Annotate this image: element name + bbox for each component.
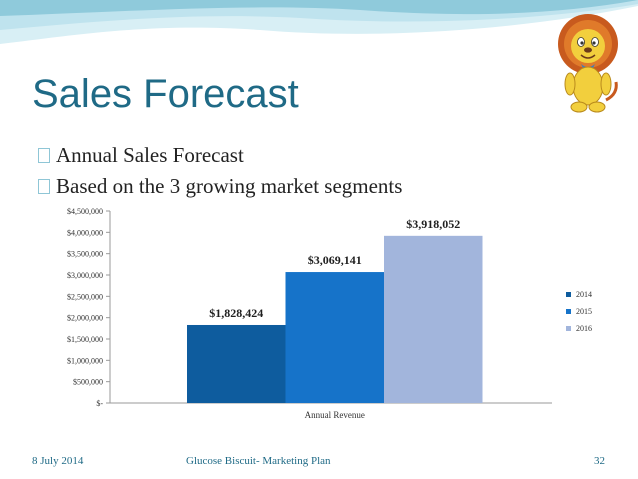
data-label-2014: $1,828,424 (209, 306, 263, 320)
slide-title: Sales Forecast (32, 72, 299, 116)
bullet-item: Based on the 3 growing market segments (38, 171, 402, 202)
legend-label-2016: 2016 (576, 324, 592, 333)
bar-2015 (285, 272, 384, 403)
y-tick-label: $2,000,000 (67, 314, 103, 323)
bar-2014 (187, 324, 286, 403)
bar-2016 (384, 235, 483, 403)
bullet-box-icon (38, 148, 50, 163)
y-tick-label: $1,000,000 (67, 356, 103, 365)
y-tick-label: $2,500,000 (67, 292, 103, 301)
footer-title: Glucose Biscuit- Marketing Plan (186, 455, 331, 467)
bullet-box-icon (38, 179, 50, 194)
y-tick-label: $4,500,000 (67, 207, 103, 216)
legend-swatch-2015 (566, 309, 571, 314)
y-tick-label: $3,000,000 (67, 271, 103, 280)
y-tick-label: $500,000 (73, 378, 103, 387)
bullet-item: Annual Sales Forecast (38, 140, 402, 171)
bullet-text: Annual Sales Forecast (56, 143, 244, 167)
lion-mascot-icon (558, 14, 618, 113)
legend-label-2015: 2015 (576, 307, 592, 316)
legend-swatch-2016 (566, 326, 571, 331)
legend-swatch-2014 (566, 292, 571, 297)
data-label-2015: $3,069,141 (308, 253, 362, 267)
y-tick-label: $1,500,000 (67, 335, 103, 344)
y-tick-label: $4,000,000 (67, 228, 103, 237)
y-tick-label: $- (96, 399, 103, 408)
sales-forecast-chart: $- $500,000 $1,000,000 $1,500,000 $2,000,000… (67, 207, 592, 420)
bullet-list: Annual Sales Forecast Based on the 3 gro… (38, 140, 402, 202)
y-tick-label: $3,500,000 (67, 250, 103, 259)
legend-label-2014: 2014 (576, 290, 592, 299)
footer-date: 8 July 2014 (32, 455, 84, 467)
bullet-text: Based on the 3 growing market segments (56, 174, 403, 198)
data-label-2016: $3,918,052 (406, 217, 460, 231)
header-wave (0, 0, 638, 44)
x-category-label: Annual Revenue (305, 410, 365, 420)
page-number: 32 (594, 455, 605, 467)
